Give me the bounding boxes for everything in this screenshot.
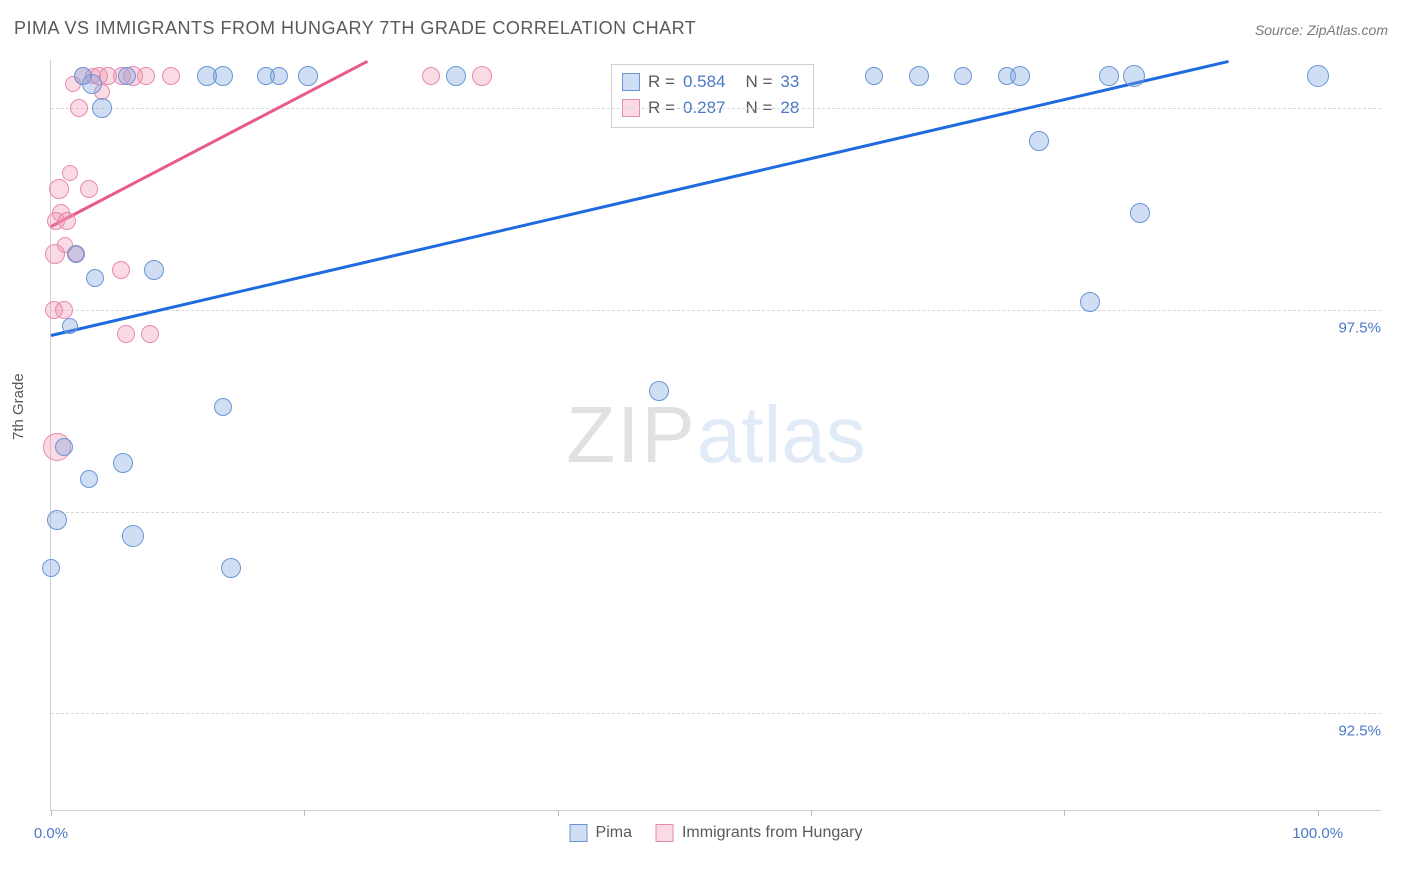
point-pima (270, 67, 288, 85)
source-attribution: Source: ZipAtlas.com (1255, 22, 1388, 38)
point-pima (214, 398, 232, 416)
point-pima (1099, 66, 1119, 86)
legend-swatch (656, 824, 674, 842)
stat-r-label: R = (648, 69, 675, 95)
point-pima (1123, 65, 1145, 87)
point-pima (113, 453, 133, 473)
series-legend: Pima Immigrants from Hungary (570, 824, 863, 842)
point-hungary (55, 301, 73, 319)
point-pima (1130, 203, 1150, 223)
x-tick (51, 810, 52, 816)
x-tick (1318, 810, 1319, 816)
point-hungary (141, 325, 159, 343)
watermark-atlas: atlas (697, 390, 866, 479)
point-pima (80, 470, 98, 488)
point-pima (67, 245, 85, 263)
point-pima (118, 67, 136, 85)
point-hungary (80, 180, 98, 198)
point-pima (42, 559, 60, 577)
point-pima (55, 438, 73, 456)
legend-label: Pima (596, 824, 632, 842)
x-tick (811, 810, 812, 816)
stats-legend-box: R = 0.584N = 33R = 0.287N = 28 (611, 64, 814, 128)
point-pima (865, 67, 883, 85)
point-pima (649, 381, 669, 401)
chart-title: PIMA VS IMMIGRANTS FROM HUNGARY 7TH GRAD… (14, 18, 696, 39)
x-tick (558, 810, 559, 816)
point-pima (298, 66, 318, 86)
x-tick-label: 100.0% (1292, 825, 1343, 842)
point-pima (1307, 65, 1329, 87)
point-pima (1080, 292, 1100, 312)
stat-r-value: 0.584 (683, 69, 726, 95)
legend-item-pima: Pima (570, 824, 632, 842)
stat-n-label: N = (745, 69, 772, 95)
point-hungary (422, 67, 440, 85)
point-pima (1010, 66, 1030, 86)
legend-item-hungary: Immigrants from Hungary (656, 824, 863, 842)
point-pima (82, 74, 102, 94)
point-pima (144, 260, 164, 280)
chart-plot-area: ZIPatlas R = 0.584N = 33R = 0.287N = 28 … (50, 60, 1381, 811)
point-hungary (472, 66, 492, 86)
point-pima (86, 269, 104, 287)
point-pima (221, 558, 241, 578)
point-pima (954, 67, 972, 85)
gridline-h (51, 713, 1381, 714)
watermark: ZIPatlas (566, 389, 865, 481)
x-tick (1064, 810, 1065, 816)
y-tick-label: 92.5% (1334, 723, 1385, 740)
legend-swatch (570, 824, 588, 842)
point-hungary (70, 99, 88, 117)
legend-label: Immigrants from Hungary (682, 824, 863, 842)
stat-n-value: 33 (780, 69, 799, 95)
swatch-pima (622, 73, 640, 91)
point-pima (213, 66, 233, 86)
point-pima (62, 318, 78, 334)
point-pima (909, 66, 929, 86)
x-tick-label: 0.0% (34, 825, 68, 842)
point-hungary (112, 261, 130, 279)
gridline-h (51, 512, 1381, 513)
point-hungary (162, 67, 180, 85)
y-tick-label: 97.5% (1334, 320, 1385, 337)
watermark-zip: ZIP (566, 390, 696, 479)
gridline-h (51, 310, 1381, 311)
stats-row-pima: R = 0.584 N = 33 (622, 69, 799, 95)
gridline-h (51, 108, 1381, 109)
y-axis-label: 7th Grade (10, 373, 27, 440)
point-hungary (49, 179, 69, 199)
point-pima (446, 66, 466, 86)
point-pima (1029, 131, 1049, 151)
point-hungary (137, 67, 155, 85)
point-pima (122, 525, 144, 547)
point-hungary (62, 165, 78, 181)
point-pima (92, 98, 112, 118)
x-tick (304, 810, 305, 816)
point-hungary (58, 212, 76, 230)
point-hungary (117, 325, 135, 343)
point-pima (47, 510, 67, 530)
